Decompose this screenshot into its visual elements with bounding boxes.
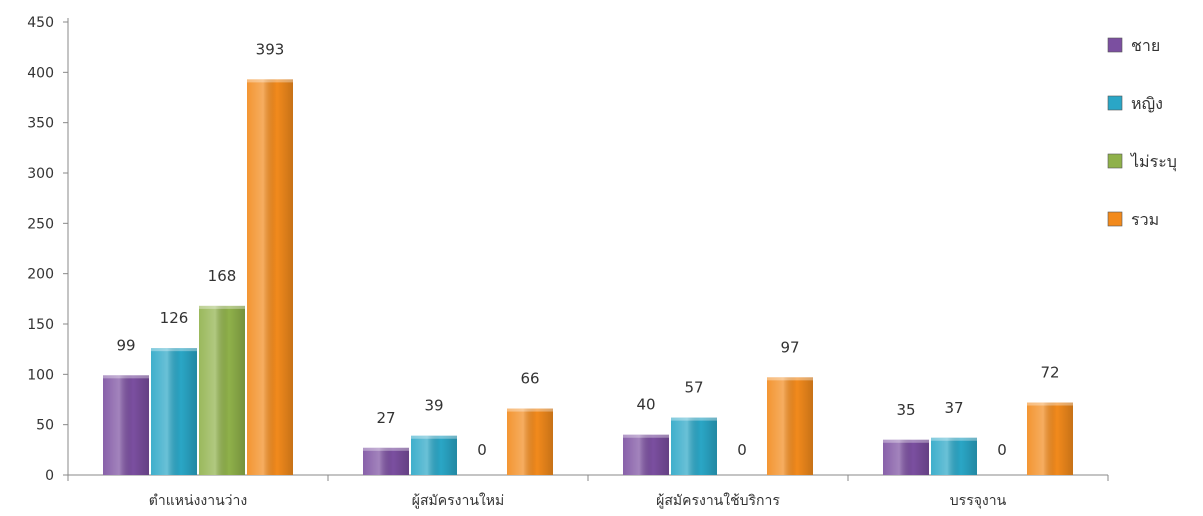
bar-top-highlight bbox=[363, 447, 409, 451]
y-tick-label: 200 bbox=[27, 267, 54, 283]
data-label: 0 bbox=[997, 441, 1007, 459]
y-tick-label: 450 bbox=[27, 15, 54, 31]
bar-top-highlight bbox=[411, 435, 457, 439]
y-tick-label: 50 bbox=[36, 418, 54, 434]
legend-label: หญิง bbox=[1131, 94, 1163, 113]
bar-shading bbox=[151, 348, 197, 475]
legend-swatch bbox=[1107, 37, 1123, 53]
data-label: 0 bbox=[477, 441, 487, 459]
y-tick-label: 300 bbox=[27, 166, 54, 182]
data-label: 0 bbox=[737, 441, 747, 459]
bar-top-highlight bbox=[103, 375, 149, 379]
y-tick-label: 350 bbox=[27, 116, 54, 132]
data-labels: 99 126 168 393 27 39 0 66 40 57 0 97 35 37 0 72 bbox=[116, 40, 1059, 459]
legend-swatch bbox=[1107, 153, 1123, 169]
data-label: 27 bbox=[376, 409, 395, 427]
data-label: 35 bbox=[896, 401, 915, 419]
x-category-label: ตำแหน่งงานว่าง bbox=[149, 493, 247, 509]
bar-shading bbox=[883, 439, 929, 475]
y-tick-label: 150 bbox=[27, 317, 54, 333]
bar-shading bbox=[931, 437, 977, 475]
bar-top-highlight bbox=[767, 377, 813, 381]
bar-top-highlight bbox=[931, 437, 977, 441]
bar-top-highlight bbox=[247, 79, 293, 83]
bar-shading bbox=[247, 79, 293, 475]
y-tick-label: 100 bbox=[27, 367, 54, 383]
bar-shading bbox=[671, 417, 717, 475]
data-label: 37 bbox=[944, 399, 963, 417]
bar-shading bbox=[103, 375, 149, 475]
x-category-label: ผู้สมัครงานใหม่ bbox=[412, 492, 504, 509]
y-tick-label: 0 bbox=[45, 468, 54, 484]
data-label: 393 bbox=[256, 40, 285, 58]
x-category-label: บรรจุงาน bbox=[950, 493, 1007, 509]
bar-top-highlight bbox=[151, 348, 197, 352]
data-label: 40 bbox=[636, 396, 655, 414]
x-category-label: ผู้สมัครงานใช้บริการ bbox=[656, 492, 780, 509]
bar-top-highlight bbox=[883, 439, 929, 443]
legend-label: ไม่ระบุ bbox=[1129, 152, 1177, 172]
bar-top-highlight bbox=[199, 305, 245, 309]
bar-shading bbox=[1027, 402, 1073, 475]
data-label: 97 bbox=[780, 338, 799, 356]
bar-top-highlight bbox=[671, 417, 717, 421]
data-label: 39 bbox=[424, 397, 443, 415]
y-tick-label: 250 bbox=[27, 216, 54, 232]
bars bbox=[103, 79, 1073, 475]
bar-top-highlight bbox=[1027, 402, 1073, 406]
bar-shading bbox=[363, 447, 409, 475]
data-label: 99 bbox=[116, 336, 135, 354]
bar-top-highlight bbox=[507, 408, 553, 412]
bar-top-highlight bbox=[623, 434, 669, 438]
data-label: 57 bbox=[684, 379, 703, 397]
y-tick-label: 400 bbox=[27, 65, 54, 81]
bar-shading bbox=[623, 434, 669, 475]
legend-swatch bbox=[1107, 95, 1123, 111]
data-label: 126 bbox=[160, 309, 189, 327]
bar-shading bbox=[411, 435, 457, 475]
bar-shading bbox=[199, 305, 245, 475]
axes: 050100150200250300350400450ตำแหน่งงานว่า… bbox=[27, 15, 1109, 509]
data-label: 66 bbox=[520, 370, 539, 388]
legend-label: ชาย bbox=[1131, 36, 1160, 55]
data-label: 72 bbox=[1040, 364, 1059, 382]
legend-label: รวม bbox=[1131, 210, 1159, 229]
legend-swatch bbox=[1107, 211, 1123, 227]
data-label: 168 bbox=[208, 267, 237, 285]
bar-shading bbox=[507, 408, 553, 475]
bar-shading bbox=[767, 377, 813, 475]
